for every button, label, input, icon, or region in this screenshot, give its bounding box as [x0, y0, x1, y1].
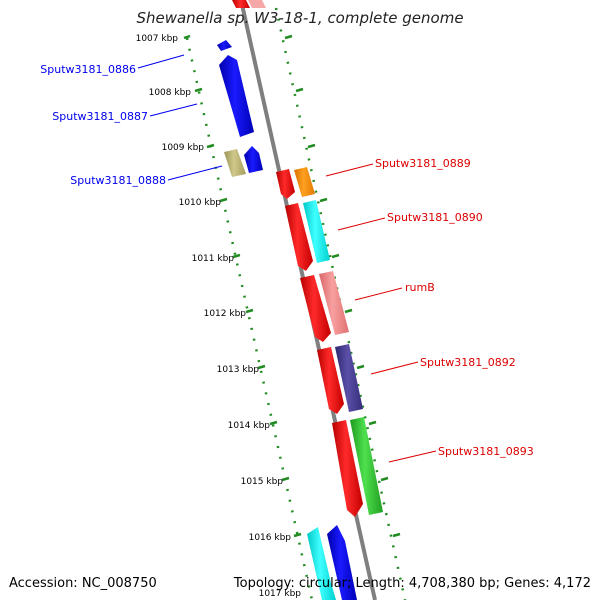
feature-top-red [232, 0, 250, 8]
gene-label-0889[interactable]: Sputw3181_0889 [375, 157, 471, 170]
kbp-label: 1010 kbp [179, 198, 222, 208]
kbp-label: 1013 kbp [217, 365, 260, 375]
topology-text: Topology: circular; Length: 4,708,380 bp… [233, 576, 591, 591]
feature-rumB-red [300, 275, 331, 342]
gene-label-0890[interactable]: Sputw3181_0890 [387, 211, 483, 224]
kbp-label: 1015 kbp [241, 477, 284, 487]
feature-0890-cyan [303, 200, 330, 263]
gene-label-0888[interactable]: Sputw3181_0888 [70, 174, 166, 187]
kbp-label: 1009 kbp [162, 143, 205, 153]
kbp-label: 1014 kbp [228, 421, 271, 431]
kbp-label: 1011 kbp [192, 254, 235, 264]
gene-label-0886[interactable]: Sputw3181_0886 [40, 63, 136, 76]
feature-0892-slate [335, 344, 363, 412]
right-major-ticks [284, 34, 401, 538]
feature-top-pink [248, 0, 266, 8]
label-leaders-minus [137, 54, 223, 181]
accession-text: Accession: NC_008750 [9, 576, 157, 591]
feature-0893-red [332, 420, 363, 517]
kbp-label: 1008 kbp [149, 88, 192, 98]
feature-0892-red [317, 347, 344, 414]
feature-rumB-salmon [319, 271, 349, 335]
kbp-label: 1007 kbp [136, 34, 179, 44]
feature-0886 [217, 40, 232, 51]
feature-0889-orange [294, 167, 315, 197]
label-leaders-plus [325, 163, 437, 463]
track-band [209, 0, 402, 600]
feature-0887 [219, 55, 254, 137]
gene-label-0887[interactable]: Sputw3181_0887 [52, 110, 148, 123]
feature-0888 [244, 146, 263, 173]
kbp-label: 1017 kbp [259, 589, 302, 599]
kbp-labels: 1007 kbp 1008 kbp 1009 kbp 1010 kbp 1011… [136, 34, 302, 599]
left-tick-track [185, 37, 314, 600]
kbp-label: 1012 kbp [204, 309, 247, 319]
gene-label-rumB[interactable]: rumB [405, 281, 435, 294]
feature-bottom-cyan [307, 527, 336, 600]
gene-labels-minus: Sputw3181_0886 Sputw3181_0887 Sputw3181_… [40, 63, 166, 187]
gene-labels-plus: Sputw3181_0889 Sputw3181_0890 rumB Sputw… [375, 157, 534, 458]
left-major-ticks [183, 34, 302, 538]
feature-0889-red [276, 169, 295, 199]
gene-label-0892[interactable]: Sputw3181_0892 [420, 356, 516, 369]
feature-0890-red [285, 203, 313, 271]
feature-bottom-blue [327, 525, 357, 600]
page-title: Shewanella sp. W3-18-1, complete genome [136, 9, 463, 27]
gene-label-0893[interactable]: Sputw3181_0893 [438, 445, 534, 458]
feature-0893-green [350, 417, 383, 515]
kbp-label: 1016 kbp [249, 533, 292, 543]
feature-0888-khaki [224, 149, 246, 177]
right-tick-track [274, 7, 407, 600]
